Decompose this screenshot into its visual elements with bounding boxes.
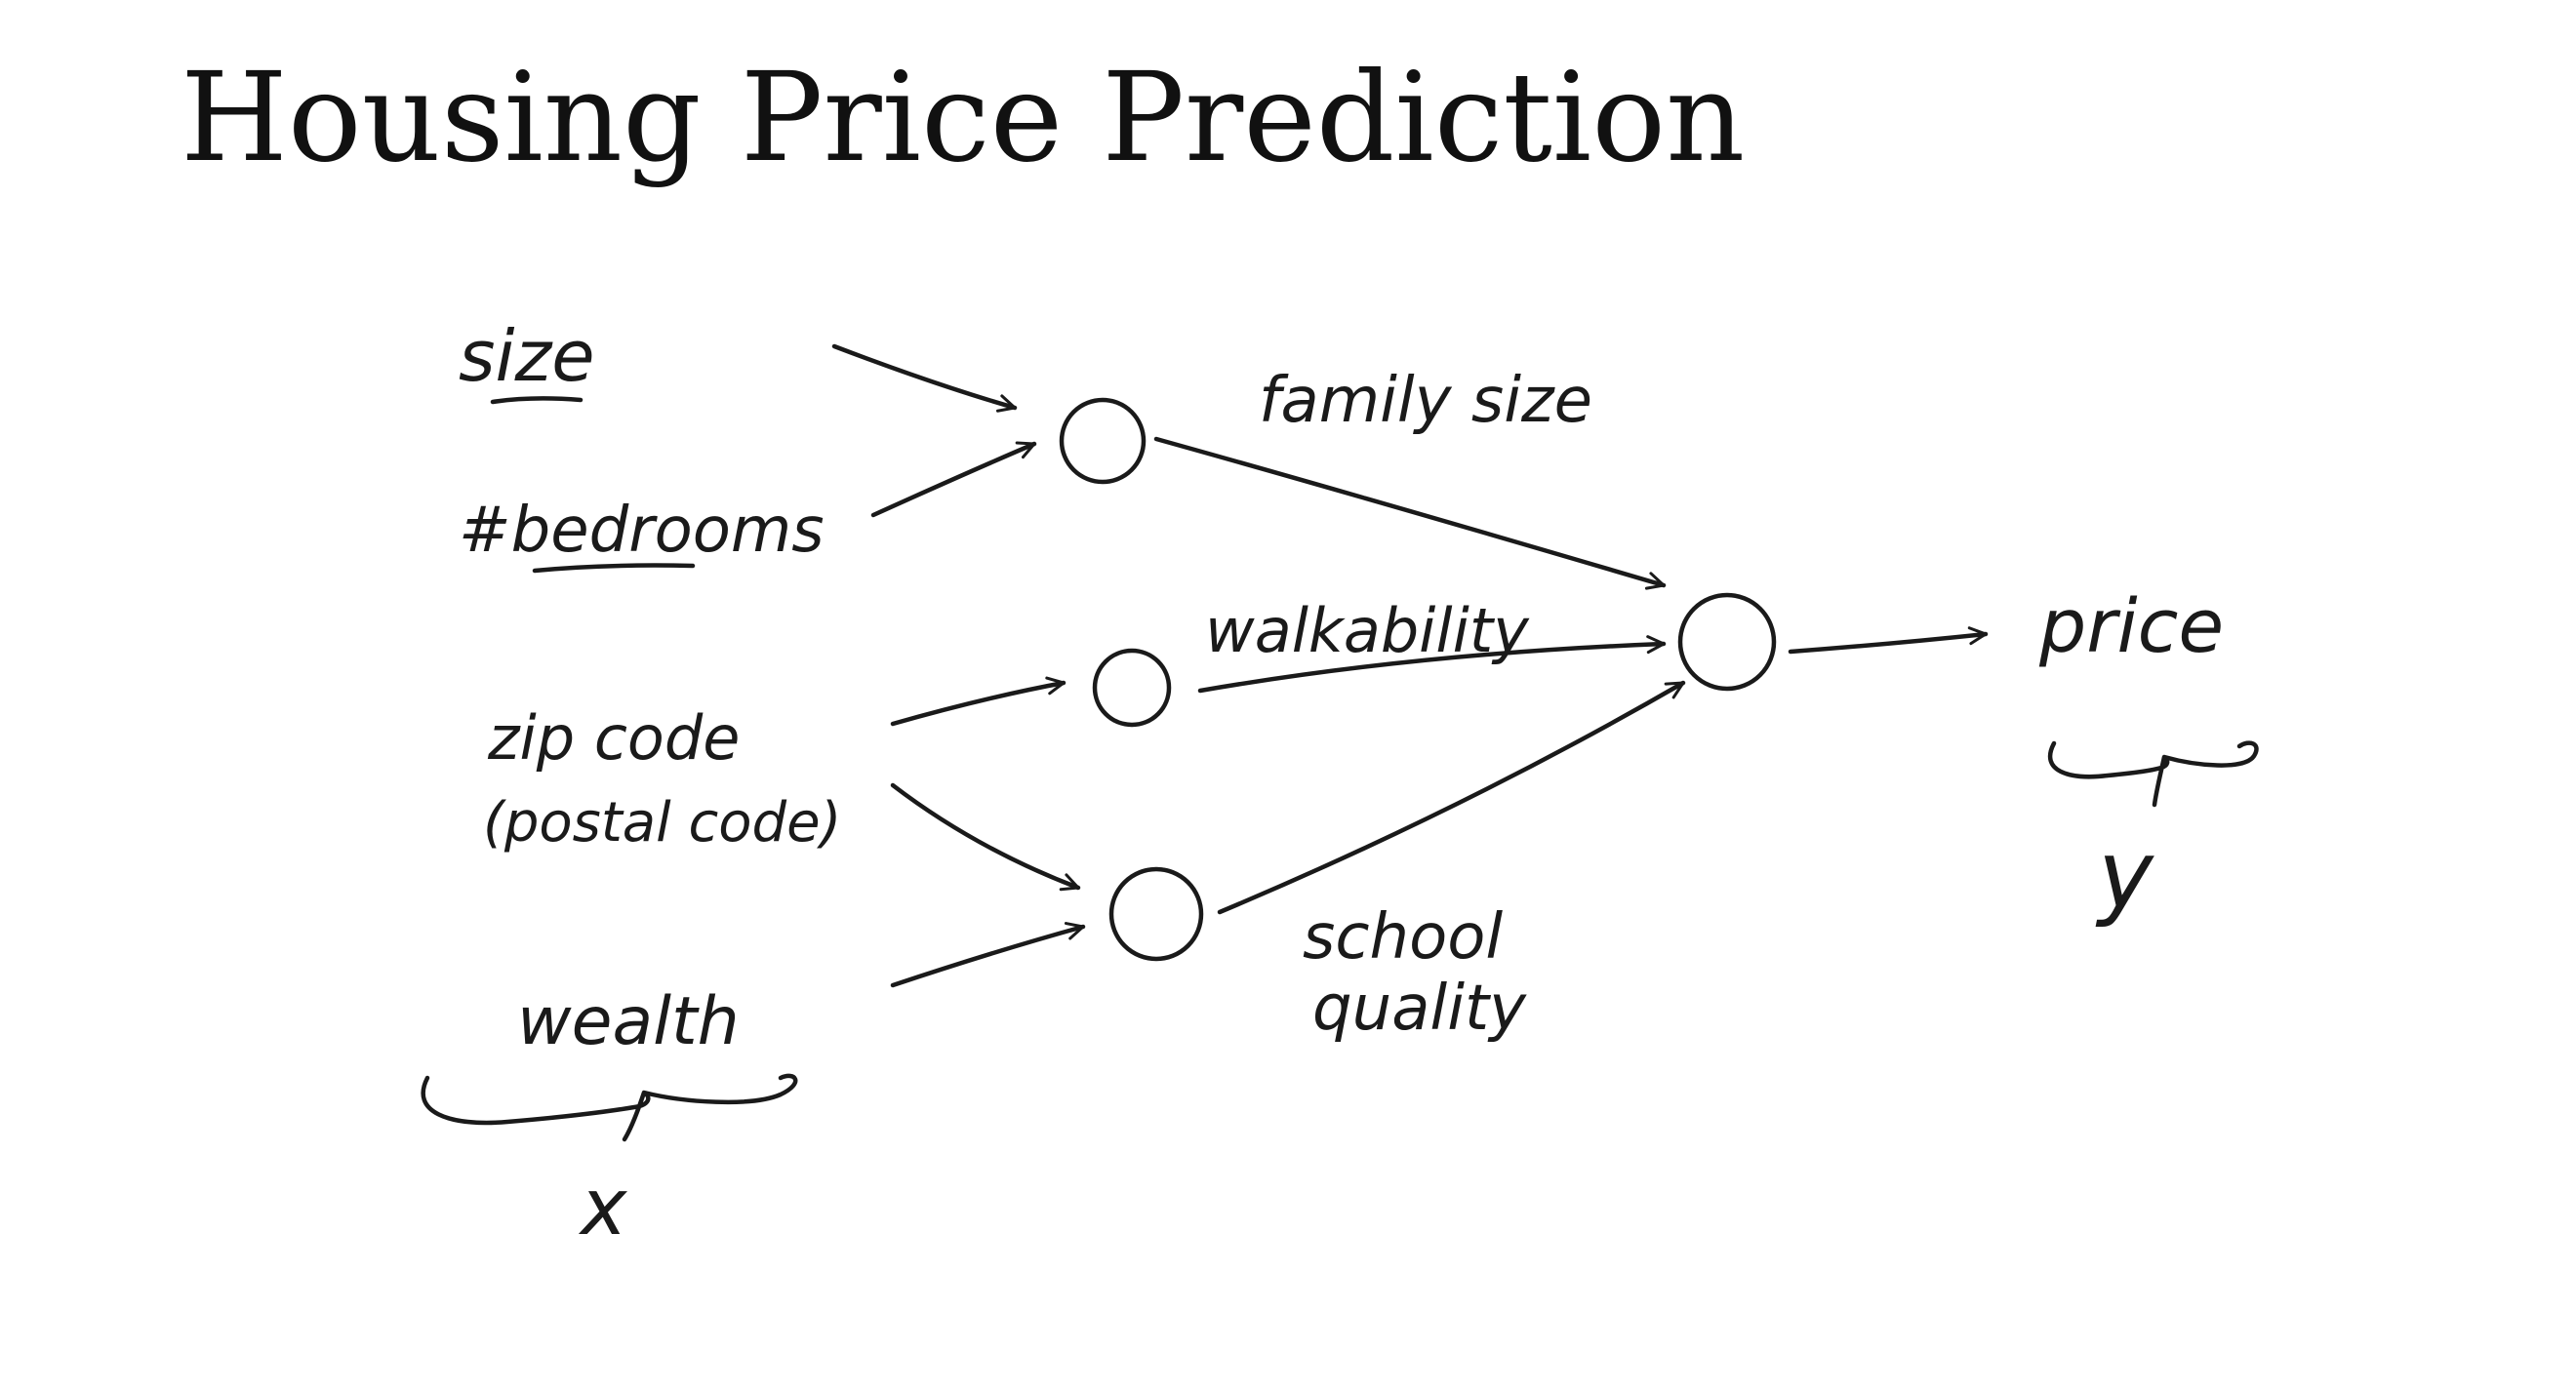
arrow-school-to-price: [1217, 680, 1686, 915]
slide-title: Housing Price Prediction: [181, 46, 1746, 189]
output-node-price: [1677, 592, 1777, 692]
arrow-zip-to-walkability: [890, 676, 1067, 727]
hidden-label-school: school: [1303, 901, 1503, 974]
input-label-postal-code: (postal code): [483, 791, 841, 855]
y-brace: [2047, 740, 2259, 808]
input-label-zip-code: zip code: [487, 702, 740, 774]
hidden-node-school-quality: [1108, 866, 1204, 962]
hidden-node-family-size: [1059, 397, 1147, 485]
x-brace: [421, 1073, 798, 1142]
arrow-zip-to-school: [890, 782, 1081, 892]
arrow-bedrooms-to-family: [870, 441, 1037, 518]
hidden-label-walkability: walkability: [1205, 595, 1530, 666]
x-variable-label: x: [578, 1162, 628, 1253]
arrow-wealth-to-school: [890, 922, 1086, 988]
hidden-label-family-size: family size: [1259, 365, 1592, 437]
input-label-wealth: wealth: [517, 983, 740, 1060]
hidden-node-walkability: [1092, 648, 1172, 728]
hidden-label-quality: quality: [1312, 973, 1527, 1045]
arrow-output-to-price: [1788, 626, 1989, 655]
y-variable-label: y: [2095, 820, 2154, 930]
arrow-family-to-price: [1153, 436, 1667, 590]
input-label-bedrooms: #bedrooms: [459, 495, 825, 567]
input-label-size: size: [459, 315, 595, 397]
bedrooms-underline: [532, 563, 696, 574]
output-label-price: price: [2038, 582, 2224, 669]
arrow-walkability-to-price: [1197, 635, 1667, 694]
arrow-size-to-family: [831, 343, 1018, 413]
size-underline: [490, 396, 584, 405]
